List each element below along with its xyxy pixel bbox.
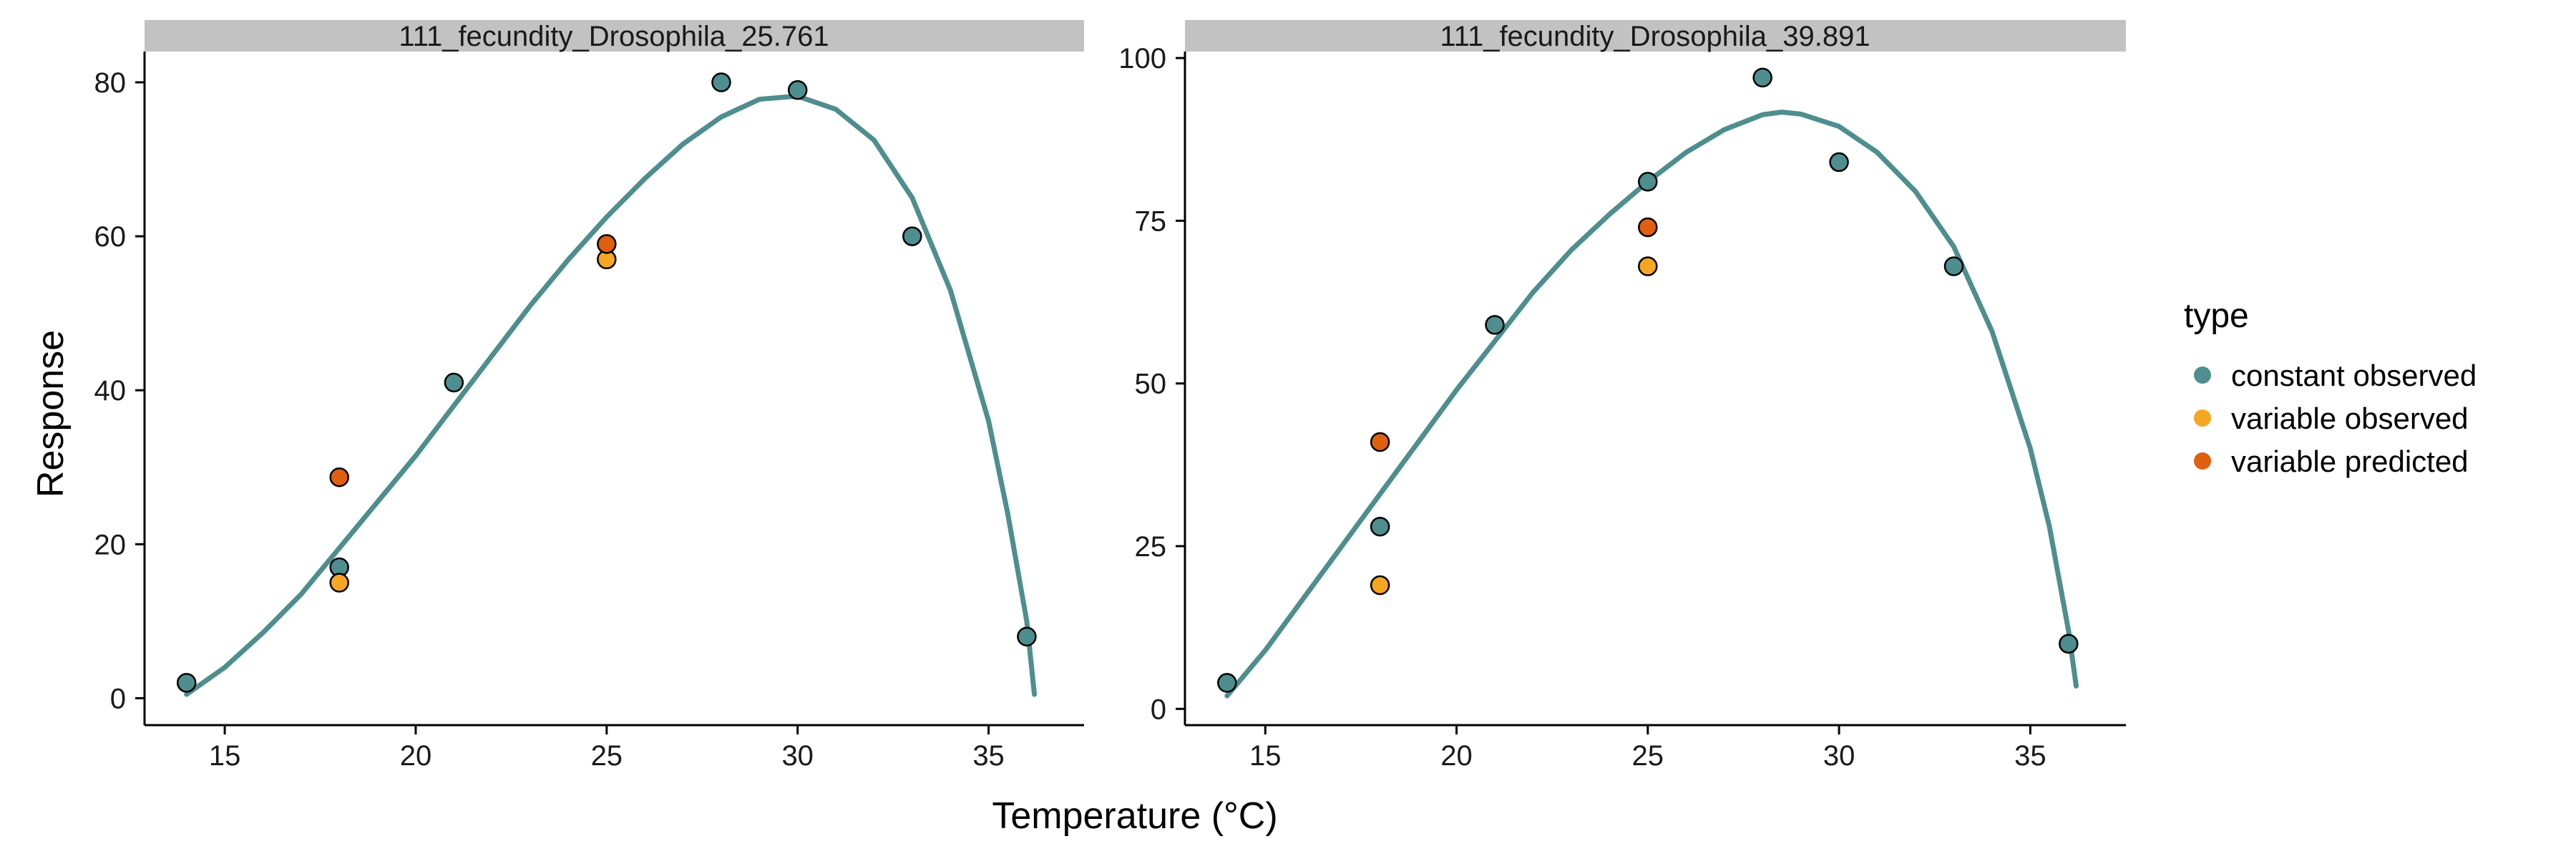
facet-strip — [1185, 20, 2126, 52]
x-tick-label: 25 — [591, 740, 623, 772]
facet-strip — [145, 20, 1084, 52]
x-tick-label: 30 — [1823, 740, 1855, 772]
y-tick-label: 20 — [94, 529, 127, 560]
legend-key-var_obs — [2194, 409, 2211, 427]
data-point-constant — [1017, 626, 1037, 647]
data-point-constant — [1638, 172, 1658, 192]
data-point-constant — [1752, 67, 1772, 88]
y-tick-label: 0 — [1151, 694, 1166, 725]
data-point-constant — [1943, 256, 1964, 276]
data-point-var_pred — [597, 234, 617, 254]
y-tick-label: 25 — [1135, 531, 1167, 563]
y-tick-label: 80 — [94, 67, 127, 99]
data-point-constant — [2059, 634, 2079, 654]
data-point-constant — [1217, 673, 1237, 693]
legend-label: variable observed — [2231, 402, 2469, 435]
data-point-constant — [1829, 152, 1849, 173]
legend-label: constant observed — [2231, 359, 2477, 392]
y-tick-label: 50 — [1135, 369, 1167, 400]
data-point-var_obs — [329, 573, 349, 593]
x-tick-label: 15 — [1249, 740, 1282, 772]
x-tick-label: 15 — [209, 740, 241, 772]
legend: type constant observed variable observed v… — [2184, 297, 2477, 478]
x-tick-label: 35 — [2014, 740, 2046, 772]
data-point-constant — [787, 80, 808, 100]
legend-key-var_pred — [2194, 452, 2211, 470]
facet-title: 111_fecundity_Drosophila_25.761 — [399, 21, 829, 52]
facet-panel-right: 111_fecundity_Drosophila_39.891 15 20 25 30… — [1118, 20, 2126, 772]
y-tick-label: 0 — [110, 683, 126, 714]
data-point-var_pred — [329, 467, 349, 487]
data-point-constant — [1370, 516, 1390, 537]
legend-label: variable predicted — [2231, 445, 2469, 478]
facet-title: 111_fecundity_Drosophila_39.891 — [1440, 21, 1870, 52]
data-point-var_obs — [1370, 575, 1390, 596]
data-point-var_obs — [1638, 256, 1658, 276]
x-axis-title: Temperature (°C) — [992, 795, 1277, 837]
x-tick-label: 20 — [400, 740, 432, 772]
data-point-constant — [176, 673, 197, 693]
legend-key-constant — [2194, 367, 2211, 384]
fitted-curve — [184, 93, 1038, 697]
plot-area: 15 20 25 30 35 0 20 40 60 80 — [94, 52, 1084, 772]
data-point-constant — [711, 72, 731, 92]
y-tick-label: 100 — [1118, 43, 1166, 74]
y-tick-label: 75 — [1135, 205, 1167, 237]
y-tick-label: 40 — [94, 375, 127, 407]
legend-items: constant observed variable observed variab… — [2194, 359, 2477, 478]
x-tick-label: 20 — [1440, 740, 1473, 772]
data-point-constant — [902, 226, 922, 246]
facet-panel-left: 111_fecundity_Drosophila_25.761 15 20 25 30… — [94, 20, 1084, 772]
x-tick-label: 30 — [781, 740, 814, 772]
data-point-var_pred — [1638, 217, 1658, 238]
legend-title: type — [2184, 297, 2249, 335]
x-tick-label: 35 — [972, 740, 1005, 772]
y-tick-label: 60 — [94, 221, 127, 253]
data-point-constant — [444, 372, 464, 393]
fitted-curve — [1224, 110, 2079, 699]
x-tick-label: 25 — [1632, 740, 1664, 772]
data-point-var_pred — [1370, 432, 1390, 452]
y-axis-title: Response — [30, 330, 72, 498]
plot-area: 15 20 25 30 35 0 25 50 75 100 — [1118, 43, 2126, 772]
data-point-constant — [1485, 315, 1505, 335]
